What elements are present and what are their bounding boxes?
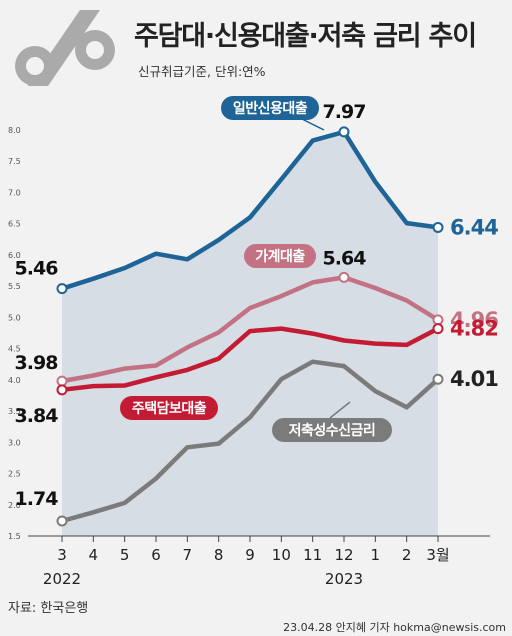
- data-point-marker: [56, 515, 68, 527]
- year-label: 2022: [43, 570, 81, 588]
- data-point-marker: [338, 271, 350, 283]
- chart-title: 주담대·신용대출·저축 금리 추이: [134, 21, 477, 52]
- data-value-label: 1.74: [15, 488, 59, 510]
- data-value-label: 3.84: [15, 405, 59, 427]
- x-tick-label: 2: [402, 546, 412, 564]
- y-tick-label: 5.0: [8, 313, 21, 322]
- data-value-label: 4.82: [450, 317, 498, 341]
- data-point-marker: [338, 126, 350, 138]
- y-tick-label: 5.5: [8, 282, 21, 291]
- data-value-label: 5.46: [15, 258, 59, 280]
- y-tick-label: 2.0: [8, 501, 21, 510]
- series-line: [59, 359, 441, 524]
- x-tick-label: 10: [272, 546, 291, 564]
- data-value-label: 7.97: [323, 101, 366, 123]
- data-value-label: 4.01: [450, 367, 498, 391]
- x-tick-label: 9: [245, 546, 255, 564]
- y-tick-label: 2.5: [8, 470, 21, 479]
- data-point-marker: [56, 375, 68, 387]
- x-tick-label: 12: [334, 546, 353, 564]
- source-note: 자료: 한국은행: [8, 601, 89, 616]
- series-name-tag: [244, 244, 316, 268]
- x-tick-label: 7: [183, 546, 193, 564]
- y-tick-label: 7.5: [8, 157, 21, 166]
- y-tick-label: 4.5: [8, 345, 21, 354]
- y-tick-label: 7.0: [8, 188, 21, 197]
- data-point-marker: [432, 314, 444, 326]
- y-tick-label: 6.0: [8, 251, 21, 260]
- data-point-marker: [432, 373, 444, 385]
- x-tick-label: 3월: [426, 546, 449, 564]
- series-line: [59, 326, 441, 393]
- data-point-marker: [432, 221, 444, 233]
- year-label: 2023: [325, 570, 363, 588]
- chart-unit-note: 신규취급기준, 단위:연%: [138, 64, 266, 79]
- percent-logo-icon: [15, 10, 115, 86]
- x-tick-label: 4: [89, 546, 99, 564]
- y-tick-label: 3.5: [8, 407, 21, 416]
- data-point-marker: [56, 384, 68, 396]
- data-value-label: 6.44: [450, 215, 498, 239]
- x-tick-label: 3: [57, 546, 67, 564]
- series-name-label: 일반신용대출: [233, 100, 308, 117]
- series-tag-leader: [329, 401, 351, 419]
- x-tick-label: 11: [303, 546, 322, 564]
- series-name-label: 가계대출: [255, 248, 305, 265]
- y-tick-label: 6.5: [8, 220, 21, 229]
- data-value-label: 5.64: [323, 247, 367, 269]
- series-name-tag: [221, 96, 319, 120]
- series-line: [59, 275, 441, 384]
- credit-note: 23.04.28 안지혜 기자 hokma@newsis.com: [283, 621, 506, 634]
- y-tick-label: 8.0: [8, 126, 21, 135]
- x-tick-label: 1: [371, 546, 381, 564]
- series-name-label: 저축성수신금리: [289, 423, 376, 439]
- series-line: [59, 129, 441, 291]
- series-name-label: 주택담보대출: [132, 400, 207, 417]
- x-tick-label: 8: [214, 546, 224, 564]
- y-tick-label: 3.0: [8, 438, 21, 447]
- y-tick-label: 4.0: [8, 376, 21, 385]
- series-name-tag: [272, 418, 392, 442]
- y-tick-label: 1.5: [8, 532, 21, 541]
- x-tick-label: 6: [151, 546, 161, 564]
- data-point-marker: [56, 283, 68, 295]
- data-point-marker: [432, 323, 444, 335]
- data-value-label: 4.96: [450, 308, 498, 332]
- x-tick-label: 5: [120, 546, 130, 564]
- data-value-label: 3.98: [15, 352, 59, 374]
- series-name-tag: [120, 396, 218, 420]
